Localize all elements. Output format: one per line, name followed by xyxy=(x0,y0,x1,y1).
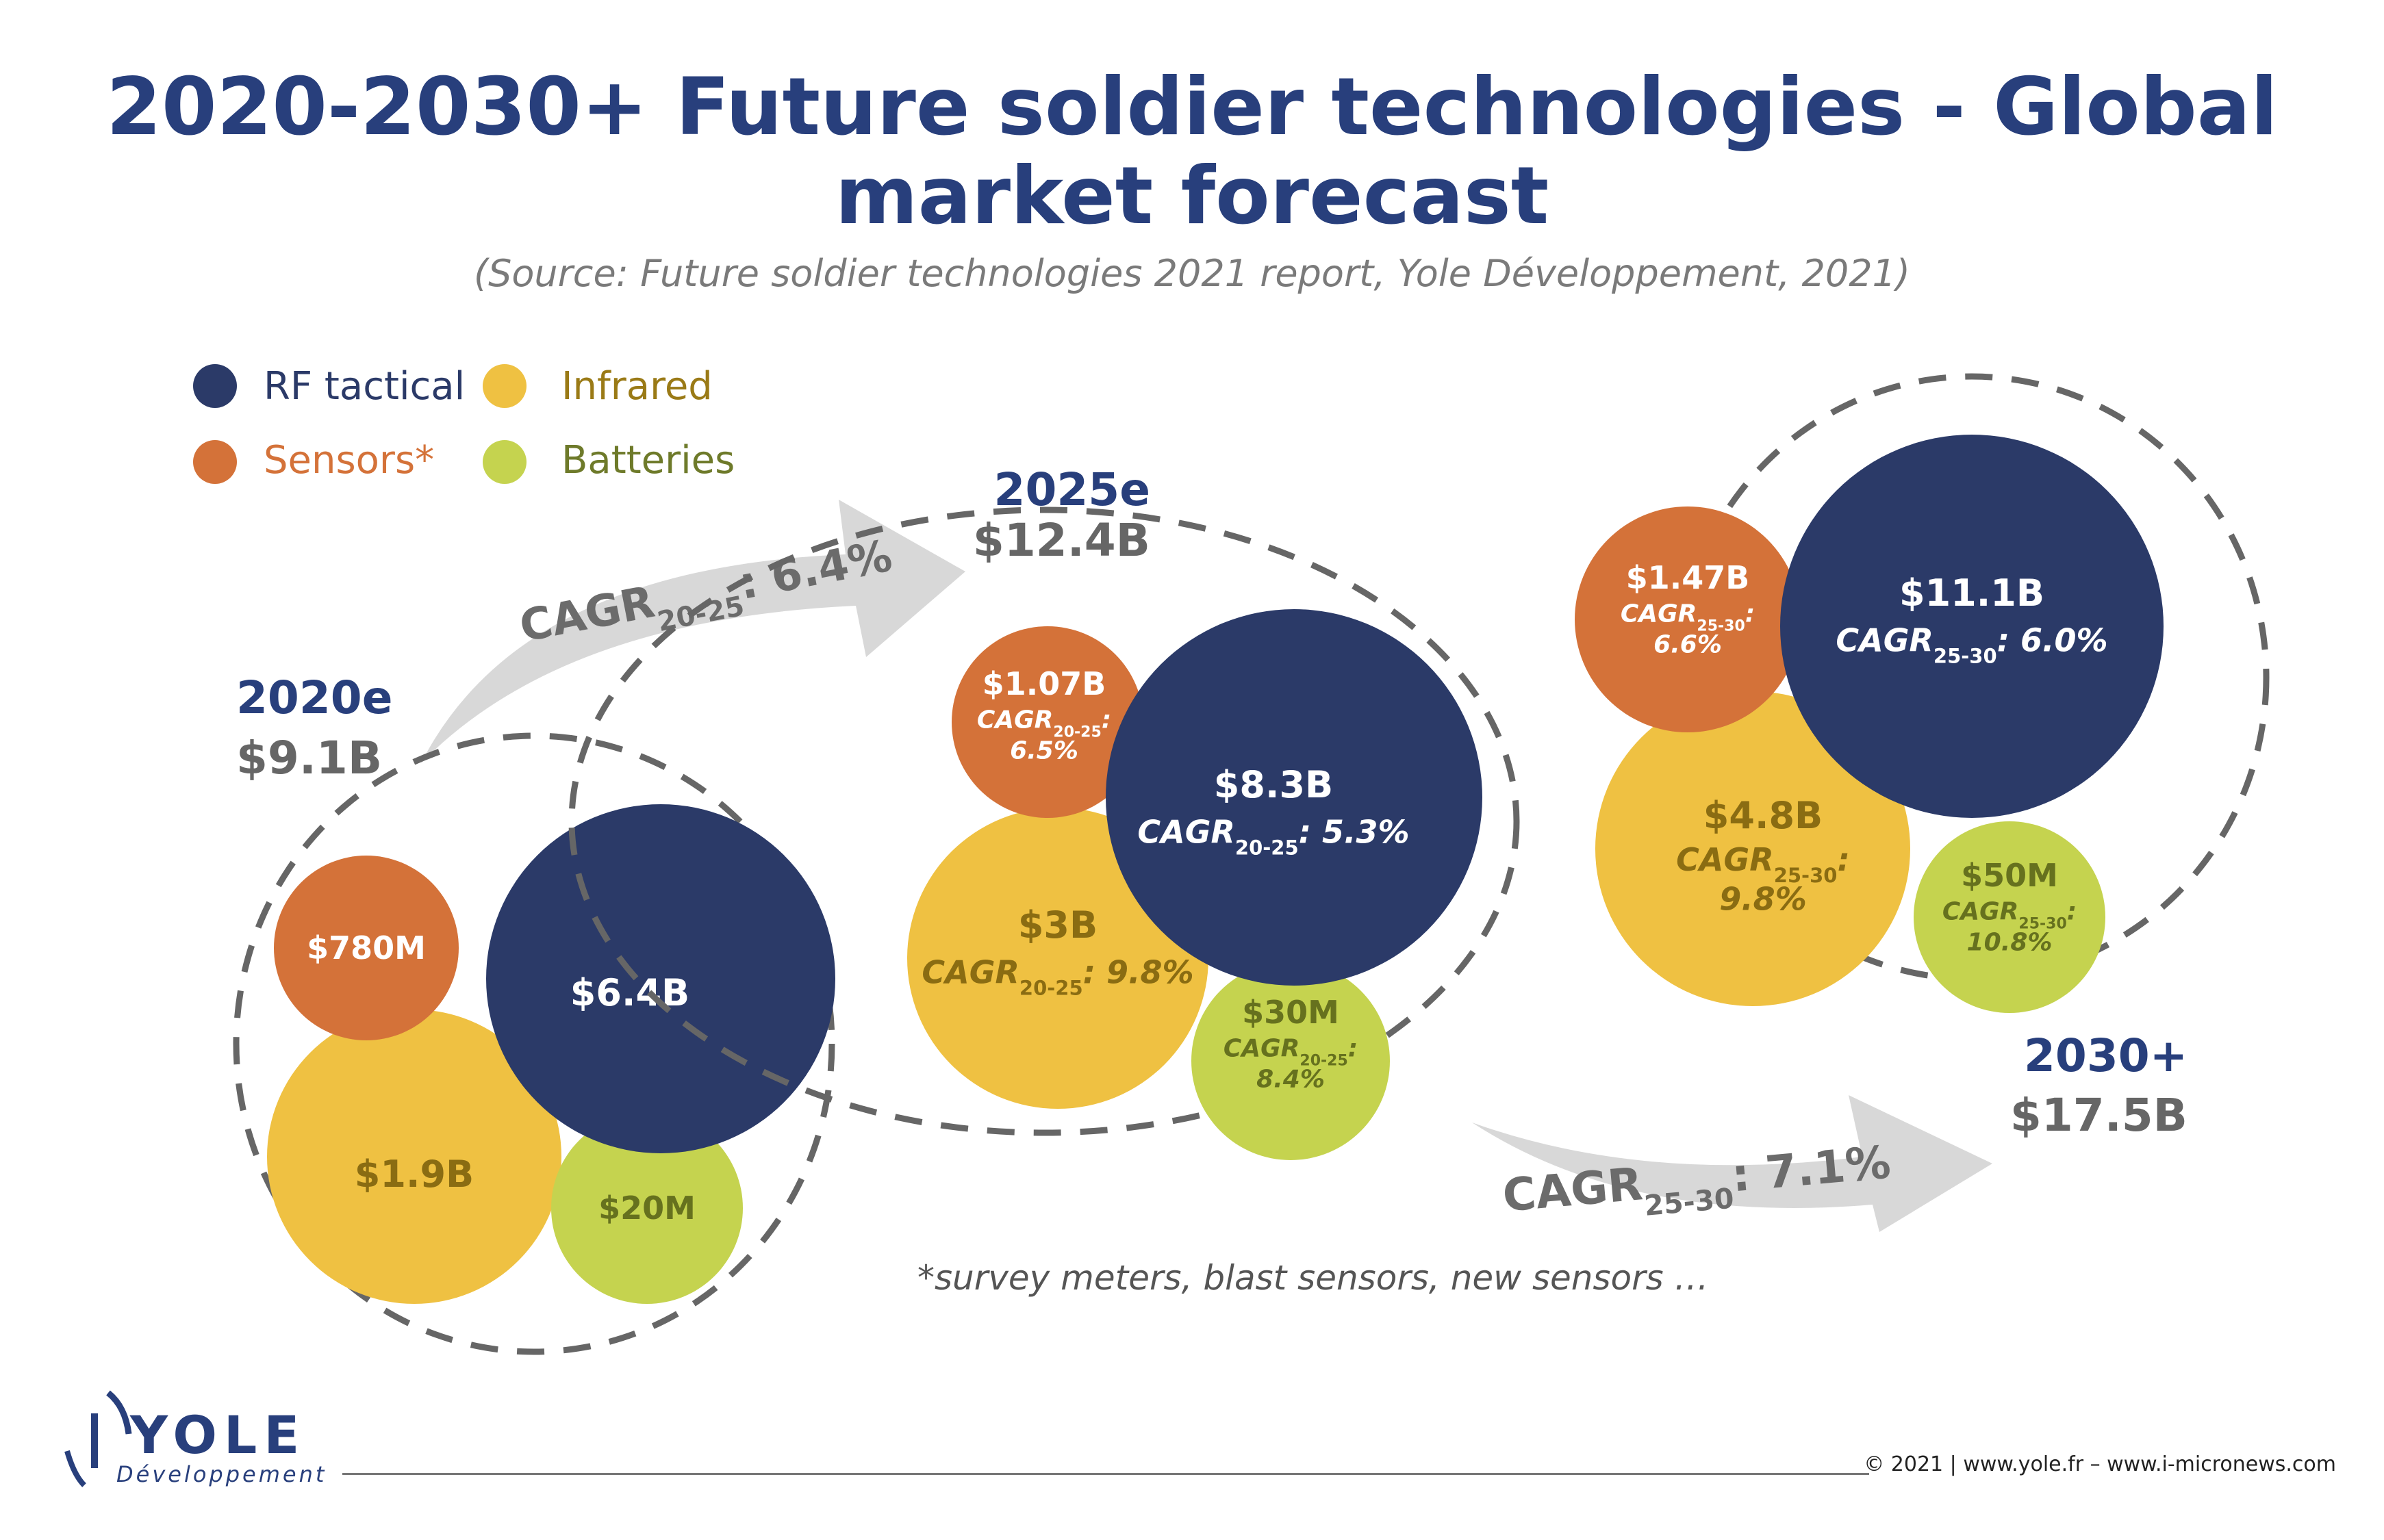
logo-mark-icon xyxy=(64,1390,132,1487)
period-2-total-label: $12.4B xyxy=(973,514,1150,567)
period-1-ring xyxy=(233,732,835,1355)
period-2-cagr-value-batteries: 8.4% xyxy=(1256,1066,1325,1094)
legend-label-rf-tactical: RF tactical xyxy=(264,364,466,409)
footer-divider xyxy=(342,1473,1869,1475)
period-1-value-infrared: $1.9B xyxy=(355,1153,474,1196)
period-2-value-batteries: $30M xyxy=(1242,994,1339,1031)
period-3-value-rf-tactical: $11.1B xyxy=(1899,572,2044,615)
period-2-bubble-batteries xyxy=(1191,962,1390,1160)
period-1-bubble-batteries xyxy=(551,1112,743,1304)
period-3-bubble-rf-tactical xyxy=(1780,435,2164,818)
period-1-year-label: 2020e xyxy=(236,671,392,724)
transition-arrow-2 xyxy=(1472,1095,1992,1232)
period-3-bubble-sensors xyxy=(1575,506,1801,732)
footer-credits: © 2021 | www.yole.fr – www.i-micronews.c… xyxy=(1864,1452,2336,1476)
period-2-cagr-label-sensors: CAGR20-25: xyxy=(977,706,1111,741)
period-1-value-batteries: $20M xyxy=(598,1190,696,1227)
period-2-bubble-rf-tactical xyxy=(1106,609,1482,986)
period-3-cagr-rf-tactical: CAGR25-30: 6.0% xyxy=(1836,622,2107,668)
period-2-value-rf-tactical: $8.3B xyxy=(1214,763,1333,806)
legend-label-infrared: Infrared xyxy=(561,364,713,409)
legend-label-batteries: Batteries xyxy=(561,438,735,483)
footnote: *survey meters, blast sensors, new senso… xyxy=(917,1258,1709,1298)
period-3-cagr-value-sensors: 6.6% xyxy=(1653,631,1722,659)
legend-dot-batteries xyxy=(483,440,527,484)
period-1-bubble-rf-tactical xyxy=(486,804,835,1153)
period-1-value-sensors: $780M xyxy=(307,929,426,966)
period-1-bubble-sensors xyxy=(274,856,459,1040)
period-1-value-rf-tactical: $6.4B xyxy=(570,971,689,1014)
page-subtitle: (Source: Future soldier technologies 202… xyxy=(474,252,1910,295)
period-3-total-label: $17.5B xyxy=(2010,1089,2188,1142)
legend-dot-rf-tactical xyxy=(193,364,237,408)
period-3-cagr-value-infrared: 9.8% xyxy=(1719,881,1807,918)
legend-dot-infrared xyxy=(483,364,527,408)
period-3-value-sensors: $1.47B xyxy=(1626,559,1750,596)
logo-sub: Développement xyxy=(116,1461,327,1487)
period-2-ring xyxy=(568,506,1520,1136)
period-2-bubble-sensors xyxy=(952,626,1143,818)
period-3-year-label: 2030+ xyxy=(2024,1029,2188,1082)
page-title-line2: market forecast xyxy=(835,150,1549,242)
period-3-cagr-value-batteries: 10.8% xyxy=(1967,929,2053,957)
period-2-cagr-rf-tactical: CAGR20-25: 5.3% xyxy=(1137,814,1409,860)
period-2-cagr-label-batteries: CAGR20-25: xyxy=(1223,1035,1358,1070)
period-2-value-sensors: $1.07B xyxy=(982,665,1106,702)
period-2-value-infrared: $3B xyxy=(1018,903,1098,947)
period-1-bubble-infrared xyxy=(267,1010,561,1304)
period-3-cagr-label-batteries: CAGR25-30: xyxy=(1942,898,2077,933)
period-2-cagr-infrared: CAGR20-25: 9.8% xyxy=(922,954,1193,1000)
period-3-bubble-batteries xyxy=(1914,821,2105,1013)
period-3-value-infrared: $4.8B xyxy=(1703,794,1823,837)
legend-dot-sensors xyxy=(193,440,237,484)
legend-label-sensors: Sensors* xyxy=(264,438,435,483)
period-3-cagr-label-infrared: CAGR25-30: xyxy=(1676,841,1850,887)
transition-cagr-2: CAGR25-30: 7.1% xyxy=(1501,1135,1894,1234)
period-2-cagr-value-sensors: 6.5% xyxy=(1010,737,1078,765)
period-3-bubble-infrared xyxy=(1595,691,1910,1006)
page-title-line1: 2020-2030+ Future soldier technologies -… xyxy=(106,61,2278,153)
period-2-year-label: 2025e xyxy=(994,463,1150,516)
logo-word: YOLE xyxy=(130,1404,307,1465)
period-1-total-label: $9.1B xyxy=(236,732,382,784)
period-3-cagr-label-sensors: CAGR25-30: xyxy=(1621,600,1755,635)
period-3-value-batteries: $50M xyxy=(1961,857,2058,894)
transition-arrow-1 xyxy=(421,500,965,763)
